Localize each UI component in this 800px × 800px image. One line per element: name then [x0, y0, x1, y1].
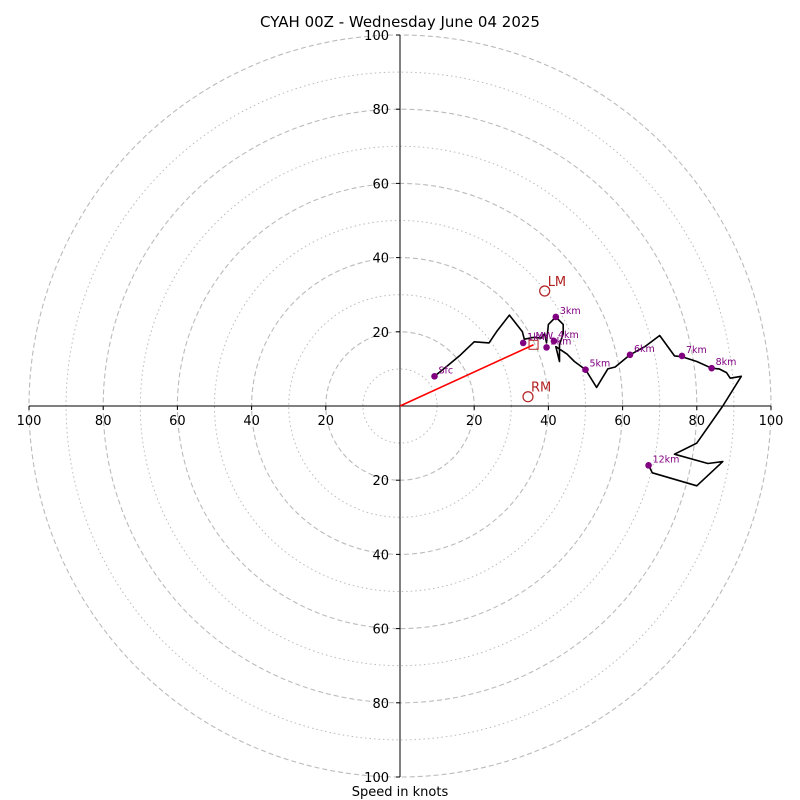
y-tick-label: 80	[372, 697, 389, 712]
bunkers-marker-RM	[522, 391, 534, 403]
x-tick-label: 40	[243, 414, 260, 429]
height-label-4km: 4km	[558, 330, 579, 341]
height-label-6km: 6km	[634, 344, 655, 355]
height-marker-1km	[519, 339, 527, 347]
x-tick-label: 40	[540, 414, 557, 429]
x-tick-label: 80	[689, 414, 706, 429]
storm-motion-vector	[399, 344, 534, 407]
x-axis-label: Speed in knots	[352, 785, 449, 800]
height-marker-6km	[626, 351, 634, 359]
height-markers-layer: Sfc 1km 2km 3km 4km 5km 6km 7km 8km 12km	[431, 306, 736, 469]
height-label-12km: 12km	[653, 454, 680, 465]
x-tick-label: 100	[17, 414, 42, 429]
x-tick-label: 60	[614, 414, 631, 429]
height-label-Sfc: Sfc	[439, 365, 454, 376]
height-label-5km: 5km	[590, 359, 611, 370]
y-tick-label: 20	[372, 474, 389, 489]
y-tick-label: 40	[372, 548, 389, 563]
y-tick-label: 60	[372, 177, 389, 192]
height-label-2km: 2km	[551, 336, 572, 347]
height-marker-5km	[582, 366, 589, 373]
height-marker-Sfc	[431, 373, 438, 380]
height-marker-12km	[645, 462, 652, 469]
y-tick-label: 60	[372, 623, 389, 638]
bunkers-label-LM: LM	[548, 275, 566, 290]
height-marker-7km	[678, 352, 686, 360]
mean-wind-marker	[528, 339, 539, 350]
height-label-7km: 7km	[686, 345, 707, 356]
height-marker-4km	[550, 337, 558, 345]
y-tick-label: 100	[364, 771, 389, 786]
height-label-8km: 8km	[716, 357, 737, 368]
y-tick-label: 100	[364, 29, 389, 44]
hodograph-trace	[433, 314, 743, 487]
x-tick-label: 80	[95, 414, 112, 429]
chart-title: CYAH 00Z - Wednesday June 04 2025	[260, 13, 540, 31]
bunkers-marker-LM	[539, 285, 551, 297]
height-marker-8km	[708, 364, 715, 372]
y-tick-label: 40	[372, 252, 389, 267]
y-tick-label: 20	[372, 326, 389, 341]
x-tick-label: 60	[169, 414, 186, 429]
mean-wind-label: MW	[536, 331, 554, 342]
bunkers-label-RM: RM	[531, 381, 551, 396]
height-marker-2km	[543, 344, 550, 351]
y-tick-label: 80	[372, 103, 389, 118]
tick-labels: 20 20 20 20 40 40 40 40 60 60 60 60 80 80 80 80 100 100 10…	[17, 29, 784, 786]
x-tick-label: 20	[466, 414, 483, 429]
height-label-3km: 3km	[560, 306, 581, 317]
hodograph-trace-layer	[433, 314, 743, 487]
x-tick-label: 20	[318, 414, 335, 429]
x-tick-label: 100	[759, 414, 784, 429]
storm-motion-layer: MW LM RM	[399, 275, 566, 407]
height-label-1km: 1km	[527, 332, 548, 343]
height-marker-3km	[552, 313, 560, 321]
